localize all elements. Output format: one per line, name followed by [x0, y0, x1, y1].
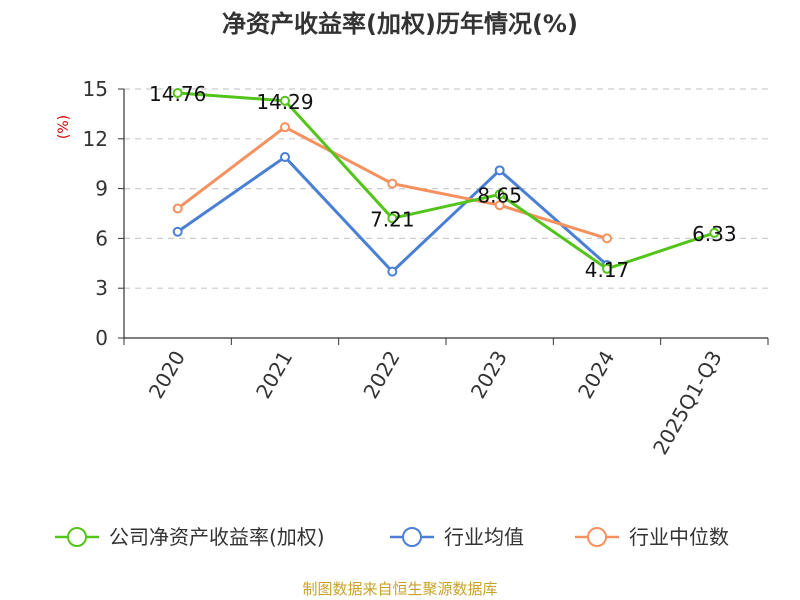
series-0-point-2024[interactable]	[602, 263, 612, 274]
legend-marker-1	[402, 527, 422, 547]
y-tick-label-9: 9	[95, 177, 108, 201]
y-tick-label-15: 15	[83, 77, 108, 101]
axes: 0 3 6 9 12 15 2020 2021 2022 2023 2024 2025Q1-Q3	[83, 77, 769, 459]
legend-marker-0	[67, 527, 87, 547]
series-group	[172, 87, 720, 277]
legend-label-2: 行业中位数	[629, 525, 729, 549]
series-1-point-2021[interactable]	[280, 152, 290, 163]
series-1-point-2020[interactable]	[172, 226, 183, 237]
x-tick-label-2022: 2022	[358, 347, 404, 403]
legend[interactable]: 公司净资产收益率(加权) 行业均值 行业中位数	[55, 525, 729, 549]
data-label-2023: 8.65	[477, 183, 522, 207]
legend-label-1: 行业均值	[444, 525, 524, 549]
series-0-point-2023[interactable]	[494, 189, 505, 200]
data-label-2022: 7.21	[370, 207, 415, 231]
series-0-point-2020[interactable]	[172, 87, 183, 98]
x-tick-label-2020: 2020	[144, 347, 190, 403]
legend-item-2[interactable]: 行业中位数	[575, 525, 729, 549]
data-labels: 14.76 14.29 7.21 8.65 4.17 6.33	[149, 82, 737, 282]
chart-title: 净资产收益率(加权)历年情况(%)	[222, 10, 578, 38]
y-tick-label-0: 0	[95, 326, 108, 350]
y-tick-label-6: 6	[95, 226, 108, 250]
series-2-point-2020[interactable]	[172, 203, 183, 214]
y-tick-label-12: 12	[83, 127, 108, 151]
series-2-point-2021[interactable]	[280, 122, 290, 133]
data-label-2025Q1-Q3: 6.33	[692, 222, 737, 246]
legend-item-0[interactable]: 公司净资产收益率(加权)	[55, 525, 325, 549]
y-tick-label-3: 3	[95, 276, 108, 300]
x-tick-label-2023: 2023	[466, 346, 512, 402]
grid-lines	[124, 88, 768, 289]
source-note: 制图数据来自恒生聚源数据库	[302, 580, 497, 598]
legend-label-0: 公司净资产收益率(加权)	[109, 525, 325, 549]
x-tick-label-2021: 2021	[251, 347, 297, 403]
series-1-point-2023[interactable]	[494, 165, 505, 176]
series-2-point-2022[interactable]	[387, 178, 398, 189]
series-1-point-2022[interactable]	[387, 266, 398, 277]
x-tick-label-2024: 2024	[573, 347, 619, 403]
data-label-2020: 14.76	[149, 82, 206, 106]
series-0-point-2025Q1-Q3[interactable]	[709, 227, 720, 238]
series-0-point-2021[interactable]	[280, 95, 290, 106]
legend-item-1[interactable]: 行业均值	[390, 525, 524, 549]
y-axis-label: (%)	[56, 115, 72, 139]
series-0-point-2022[interactable]	[387, 213, 398, 224]
data-label-2024: 4.17	[585, 258, 630, 282]
data-label-2021: 14.29	[256, 90, 313, 114]
series-2-point-2023[interactable]	[494, 200, 505, 211]
series-2-point-2024[interactable]	[602, 233, 612, 244]
legend-marker-2	[587, 527, 607, 547]
series-line-0	[177, 91, 715, 271]
x-tick-label-2025Q1-Q3: 2025Q1-Q3	[648, 347, 727, 459]
